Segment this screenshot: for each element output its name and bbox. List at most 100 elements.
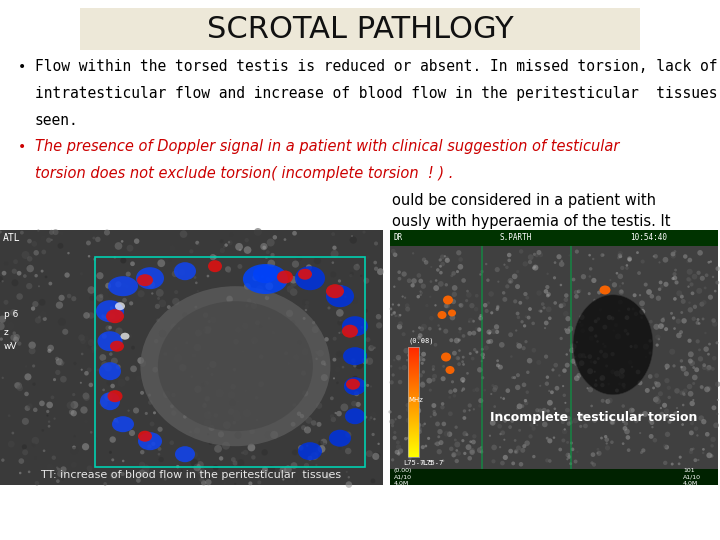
Circle shape: [205, 479, 212, 485]
Circle shape: [433, 285, 439, 291]
Circle shape: [71, 447, 78, 455]
Circle shape: [397, 357, 401, 361]
Circle shape: [174, 354, 182, 362]
Circle shape: [366, 255, 369, 259]
Bar: [408, 438, 419, 439]
Circle shape: [711, 367, 715, 371]
Circle shape: [333, 337, 337, 341]
Circle shape: [434, 442, 436, 445]
Circle shape: [248, 481, 253, 485]
Circle shape: [442, 365, 445, 368]
Circle shape: [59, 361, 64, 366]
Circle shape: [352, 376, 359, 382]
Circle shape: [12, 279, 19, 286]
Circle shape: [306, 444, 308, 447]
Circle shape: [110, 306, 113, 309]
Circle shape: [461, 389, 463, 392]
Circle shape: [413, 395, 418, 400]
Circle shape: [398, 321, 402, 326]
Circle shape: [554, 261, 557, 264]
Circle shape: [523, 292, 528, 296]
Circle shape: [606, 399, 611, 404]
Circle shape: [532, 267, 535, 269]
Circle shape: [562, 368, 567, 373]
Circle shape: [544, 289, 548, 294]
Circle shape: [634, 312, 638, 316]
Circle shape: [207, 320, 211, 323]
Circle shape: [449, 396, 451, 399]
Bar: [408, 369, 419, 370]
Circle shape: [0, 322, 4, 330]
Circle shape: [28, 470, 30, 473]
Circle shape: [623, 426, 627, 431]
Circle shape: [42, 249, 46, 254]
Circle shape: [486, 340, 490, 344]
Circle shape: [56, 480, 60, 483]
Circle shape: [228, 240, 233, 245]
Circle shape: [336, 351, 343, 357]
Circle shape: [649, 320, 653, 323]
Text: Incomplete  testicular torsion: Incomplete testicular torsion: [490, 410, 697, 423]
Circle shape: [480, 353, 485, 357]
Bar: [408, 426, 419, 427]
Circle shape: [432, 374, 437, 379]
Circle shape: [527, 358, 532, 363]
Circle shape: [115, 327, 122, 335]
Circle shape: [439, 265, 442, 268]
Circle shape: [554, 301, 557, 305]
Circle shape: [290, 320, 295, 326]
Circle shape: [662, 317, 665, 320]
Circle shape: [475, 350, 478, 354]
Circle shape: [518, 301, 522, 305]
Circle shape: [495, 308, 499, 311]
Circle shape: [17, 341, 22, 346]
Circle shape: [38, 285, 40, 287]
Circle shape: [207, 275, 210, 278]
Circle shape: [434, 304, 436, 307]
Circle shape: [197, 290, 199, 292]
Ellipse shape: [158, 301, 313, 431]
Circle shape: [707, 353, 710, 356]
Circle shape: [458, 339, 461, 342]
Bar: [408, 347, 419, 348]
Circle shape: [505, 266, 508, 269]
Circle shape: [544, 354, 548, 359]
Circle shape: [291, 422, 295, 427]
Bar: [408, 453, 419, 454]
Circle shape: [688, 352, 694, 357]
Circle shape: [82, 443, 89, 450]
Circle shape: [649, 339, 652, 343]
Circle shape: [185, 361, 189, 366]
Circle shape: [581, 353, 585, 358]
Circle shape: [564, 428, 566, 430]
Circle shape: [622, 442, 624, 445]
Circle shape: [40, 269, 44, 273]
Circle shape: [603, 353, 608, 359]
Circle shape: [602, 254, 605, 256]
Circle shape: [421, 424, 425, 427]
Circle shape: [155, 304, 160, 309]
Circle shape: [618, 289, 624, 295]
Circle shape: [292, 403, 296, 407]
Circle shape: [570, 343, 575, 348]
Circle shape: [210, 373, 213, 376]
Circle shape: [468, 321, 470, 323]
Circle shape: [618, 285, 621, 287]
Circle shape: [330, 414, 334, 418]
Circle shape: [696, 321, 699, 325]
Circle shape: [418, 429, 422, 434]
Circle shape: [712, 276, 714, 278]
Bar: [408, 424, 419, 425]
Circle shape: [487, 329, 492, 335]
Circle shape: [614, 370, 620, 376]
Circle shape: [96, 294, 103, 302]
Circle shape: [688, 258, 692, 262]
Circle shape: [294, 354, 299, 360]
Circle shape: [580, 323, 583, 327]
Circle shape: [1, 311, 5, 315]
Circle shape: [261, 275, 264, 279]
Circle shape: [259, 355, 264, 359]
Bar: [408, 387, 419, 388]
Circle shape: [686, 260, 690, 263]
Circle shape: [266, 294, 270, 297]
